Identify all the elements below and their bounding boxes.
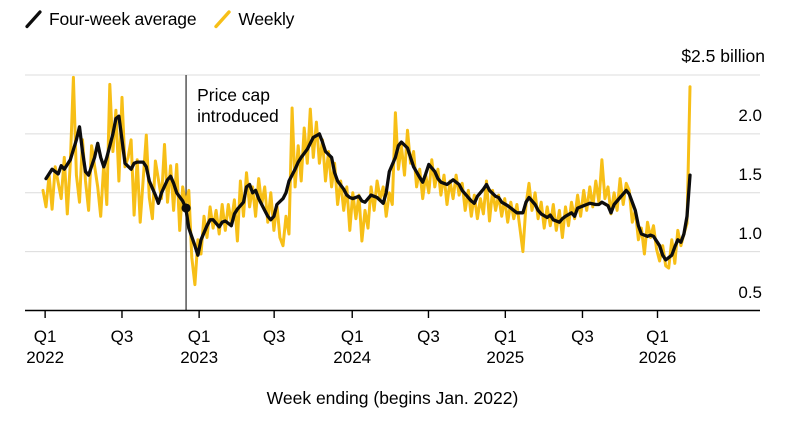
four-week-average-line [44,114,692,262]
x-tick-label-Q1-2026: Q1 2026 [638,327,677,367]
weekly-line [41,75,692,287]
x-axis-title: Week ending (begins Jan. 2022) [266,388,519,408]
x-tick-label-Q3: Q3 [417,327,440,346]
y-axis-unit-label: $2.5 billion [681,46,765,66]
x-tick-label-Q1-2025: Q1 2025 [486,327,525,367]
price-cap-annotation: Price cap introduced [197,85,279,127]
x-tick-label-Q1-2024: Q1 2024 [333,327,372,367]
x-tick-label-Q3: Q3 [110,327,134,346]
x-tick-label-Q3: Q3 [262,327,286,346]
legend-item-four-week-average: Four-week average [25,9,197,30]
weekly-slash-icon [214,10,232,29]
y-tick-label-0.5: 0.5 [738,282,762,302]
price-cap-annotation-line2: introduced [197,106,279,126]
y-tick-label-1.0: 1.0 [738,223,762,243]
chart-legend: Four-week average Weekly [25,9,294,30]
x-tick-label-Q1-2023: Q1 2023 [180,327,219,367]
y-tick-label-2.0: 2.0 [738,105,762,125]
x-tick-label-Q3: Q3 [571,327,594,346]
y-tick-label-1.5: 1.5 [738,164,762,184]
legend-label-weekly: Weekly [238,9,295,29]
price-cap-annotation-line1: Price cap [197,85,271,105]
x-tick-label-Q1-2022: Q1 2022 [26,327,65,367]
legend-label-four-week-average: Four-week average [49,9,197,29]
four-week-average-slash-icon [25,10,42,29]
price-cap-marker-dot [181,203,191,213]
legend-item-weekly: Weekly [214,9,294,30]
